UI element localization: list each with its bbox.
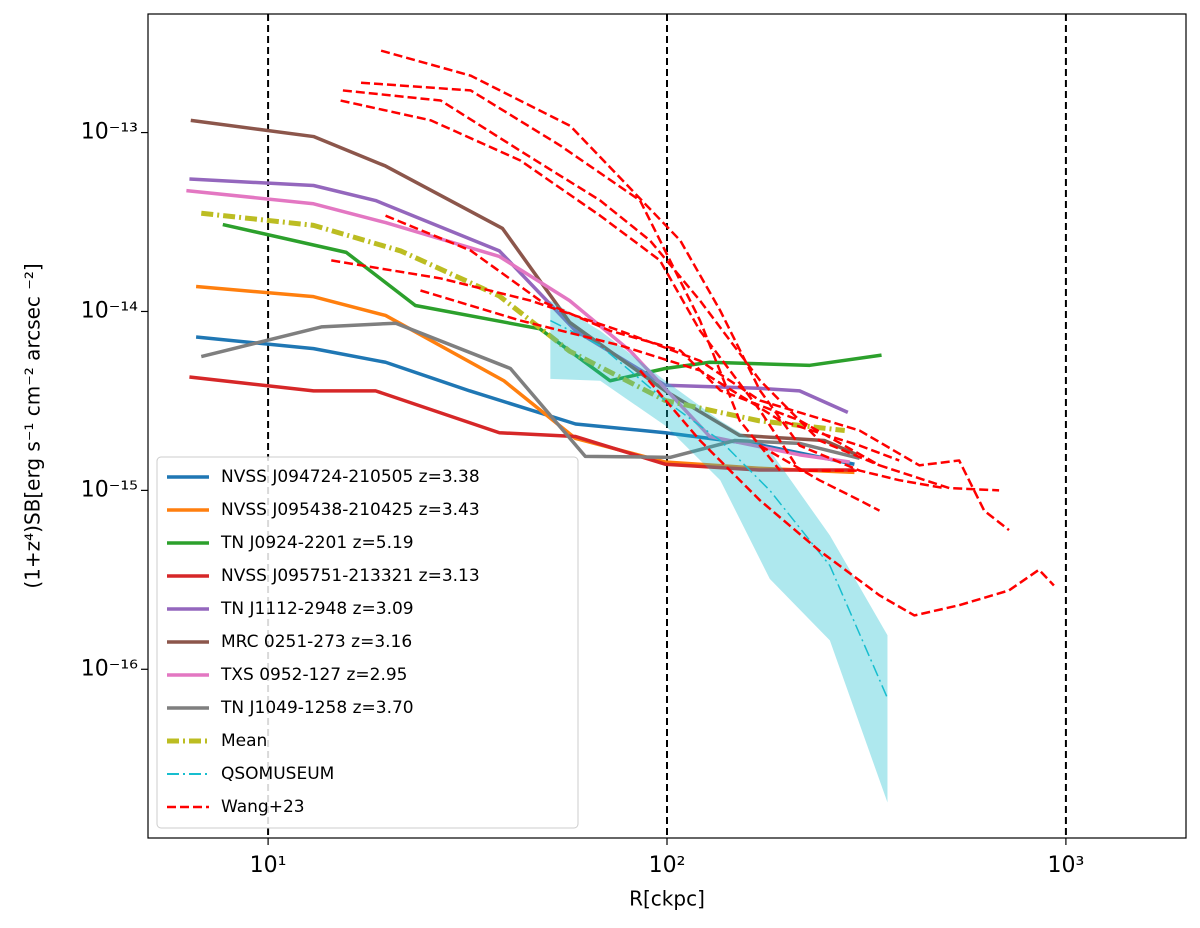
legend-label: NVSS J095751-213321 z=3.13 (221, 566, 480, 586)
legend-box (156, 456, 579, 829)
series-line (550, 319, 889, 699)
x-tick-label: 10¹ (250, 853, 287, 878)
legend-label: TN J0924-2201 z=5.19 (220, 533, 414, 553)
legend-label: NVSS J095438-210425 z=3.43 (221, 500, 480, 520)
series-line (189, 375, 855, 472)
y-tick-label: 10⁻¹⁶ (81, 656, 138, 681)
confidence-band (550, 300, 888, 803)
series-line (195, 284, 855, 475)
x-tick-label: 10³ (1048, 853, 1085, 878)
y-axis-label: (1+z⁴)SB[erg s⁻¹ cm⁻² arcsec ⁻²] (21, 263, 45, 588)
series-layer (186, 14, 1067, 838)
series-line (331, 49, 1055, 617)
series-line (200, 321, 861, 461)
legend-label: TXS 0952-127 z=2.95 (220, 665, 408, 685)
x-tick-label: 10² (649, 853, 686, 878)
legend-label: TN J1049-1258 z=3.70 (220, 698, 414, 718)
legend-label: Wang+23 (221, 797, 305, 817)
x-axis-label: R[ckpc] (629, 887, 705, 911)
plot-frame (147, 13, 1187, 839)
legend-label: TN J1112-2948 z=3.09 (220, 599, 414, 619)
series-line (189, 177, 849, 414)
y-tick-label: 10⁻¹⁴ (81, 298, 138, 323)
legend-label: NVSS J094724-210505 z=3.38 (221, 467, 480, 487)
legend-label: MRC 0251-273 z=3.16 (221, 632, 412, 652)
y-tick-label: 10⁻¹⁵ (81, 477, 138, 502)
series-line (222, 222, 882, 383)
y-tick-label: 10⁻¹³ (81, 120, 138, 145)
legend-label: Mean (221, 731, 267, 751)
series-line (186, 188, 850, 464)
legend-label: QSOMUSEUM (221, 764, 334, 784)
